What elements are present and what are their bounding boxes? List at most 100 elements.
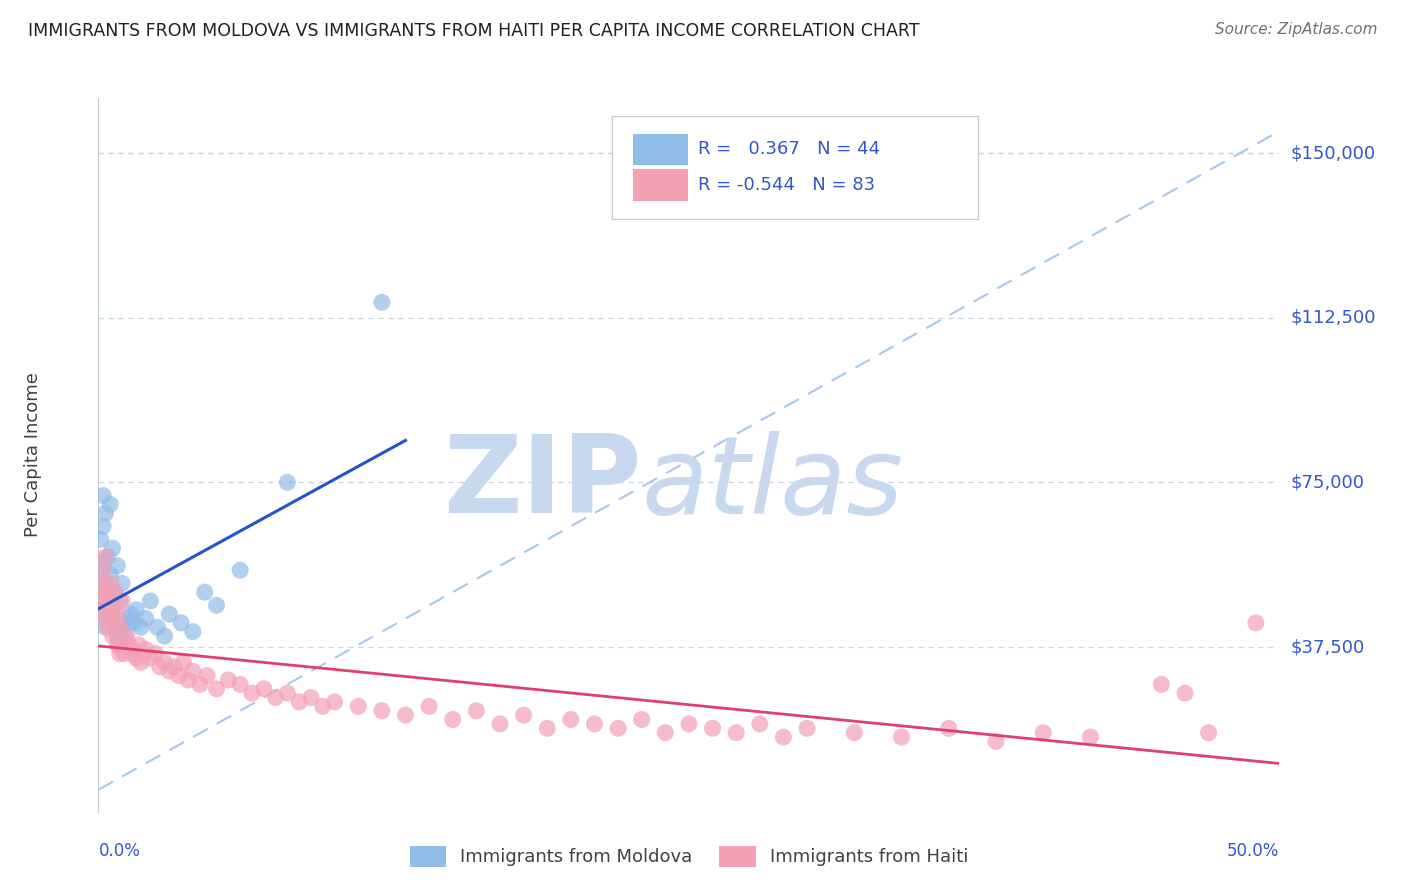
Point	[1032, 725, 1054, 739]
Point	[195, 668, 218, 682]
Point	[139, 651, 162, 665]
Point	[94, 549, 117, 564]
Point	[111, 594, 134, 608]
Point	[94, 576, 117, 591]
Point	[139, 594, 162, 608]
Point	[115, 629, 138, 643]
Point	[1198, 725, 1220, 739]
Point	[172, 656, 194, 670]
Point	[170, 615, 193, 630]
Point	[149, 660, 172, 674]
Point	[108, 594, 131, 608]
Point	[91, 594, 114, 608]
Point	[299, 690, 322, 705]
Text: IMMIGRANTS FROM MOLDOVA VS IMMIGRANTS FROM HAITI PER CAPITA INCOME CORRELATION C: IMMIGRANTS FROM MOLDOVA VS IMMIGRANTS FR…	[28, 22, 920, 40]
Point	[98, 607, 121, 621]
Point	[465, 704, 488, 718]
Point	[112, 629, 135, 643]
Text: R =   0.367   N = 44: R = 0.367 N = 44	[699, 141, 880, 159]
Point	[560, 713, 582, 727]
Point	[101, 541, 124, 556]
Point	[143, 647, 166, 661]
Point	[153, 629, 176, 643]
Point	[105, 558, 128, 573]
Point	[394, 708, 416, 723]
Point	[181, 624, 204, 639]
Point	[489, 717, 512, 731]
Point	[104, 615, 127, 630]
Point	[135, 611, 157, 625]
Point	[240, 686, 263, 700]
Point	[105, 629, 128, 643]
Point	[748, 717, 770, 731]
Point	[512, 708, 534, 723]
Point	[101, 629, 124, 643]
Point	[111, 576, 134, 591]
Point	[108, 620, 131, 634]
Point	[678, 717, 700, 731]
Point	[104, 585, 127, 599]
Point	[1174, 686, 1197, 700]
Point	[91, 603, 114, 617]
Point	[536, 721, 558, 735]
Point	[583, 717, 606, 731]
Point	[125, 651, 148, 665]
Point	[418, 699, 440, 714]
Point	[129, 656, 152, 670]
Point	[115, 611, 138, 625]
Point	[105, 638, 128, 652]
Point	[97, 599, 120, 613]
Point	[112, 647, 135, 661]
Text: atlas: atlas	[641, 431, 904, 536]
Point	[128, 638, 150, 652]
Point	[157, 607, 180, 621]
Point	[90, 594, 112, 608]
Text: Source: ZipAtlas.com: Source: ZipAtlas.com	[1215, 22, 1378, 37]
Point	[135, 642, 157, 657]
Point	[101, 599, 124, 613]
Point	[94, 506, 117, 520]
Point	[347, 699, 370, 714]
Legend: Immigrants from Moldova, Immigrants from Haiti: Immigrants from Moldova, Immigrants from…	[402, 838, 976, 874]
Point	[264, 690, 287, 705]
Point	[90, 533, 112, 547]
Point	[94, 611, 117, 625]
Point	[122, 647, 145, 661]
Point	[94, 585, 117, 599]
Point	[111, 638, 134, 652]
FancyBboxPatch shape	[612, 116, 979, 219]
Text: 50.0%: 50.0%	[1227, 842, 1279, 860]
Point	[1244, 615, 1267, 630]
Point	[217, 673, 239, 687]
Point	[91, 554, 114, 568]
Point	[1080, 730, 1102, 744]
Text: R = -0.544   N = 83: R = -0.544 N = 83	[699, 177, 876, 194]
Point	[371, 704, 394, 718]
Point	[121, 607, 143, 621]
Point	[163, 660, 186, 674]
Point	[125, 603, 148, 617]
Text: ZIP: ZIP	[443, 431, 641, 536]
Point	[91, 519, 114, 533]
Point	[90, 607, 112, 621]
Point	[229, 677, 252, 691]
Point	[312, 699, 335, 714]
Point	[181, 664, 204, 678]
Text: $37,500: $37,500	[1291, 638, 1365, 656]
Point	[890, 730, 912, 744]
Point	[97, 549, 120, 564]
FancyBboxPatch shape	[634, 169, 688, 201]
Point	[188, 677, 211, 691]
Point	[90, 563, 112, 577]
Point	[94, 620, 117, 634]
Point	[205, 681, 228, 696]
Point	[108, 647, 131, 661]
Point	[654, 725, 676, 739]
Point	[288, 695, 311, 709]
Point	[253, 681, 276, 696]
Point	[91, 563, 114, 577]
Point	[772, 730, 794, 744]
Point	[97, 590, 120, 604]
Text: Per Capita Income: Per Capita Income	[24, 373, 42, 537]
Point	[108, 638, 131, 652]
